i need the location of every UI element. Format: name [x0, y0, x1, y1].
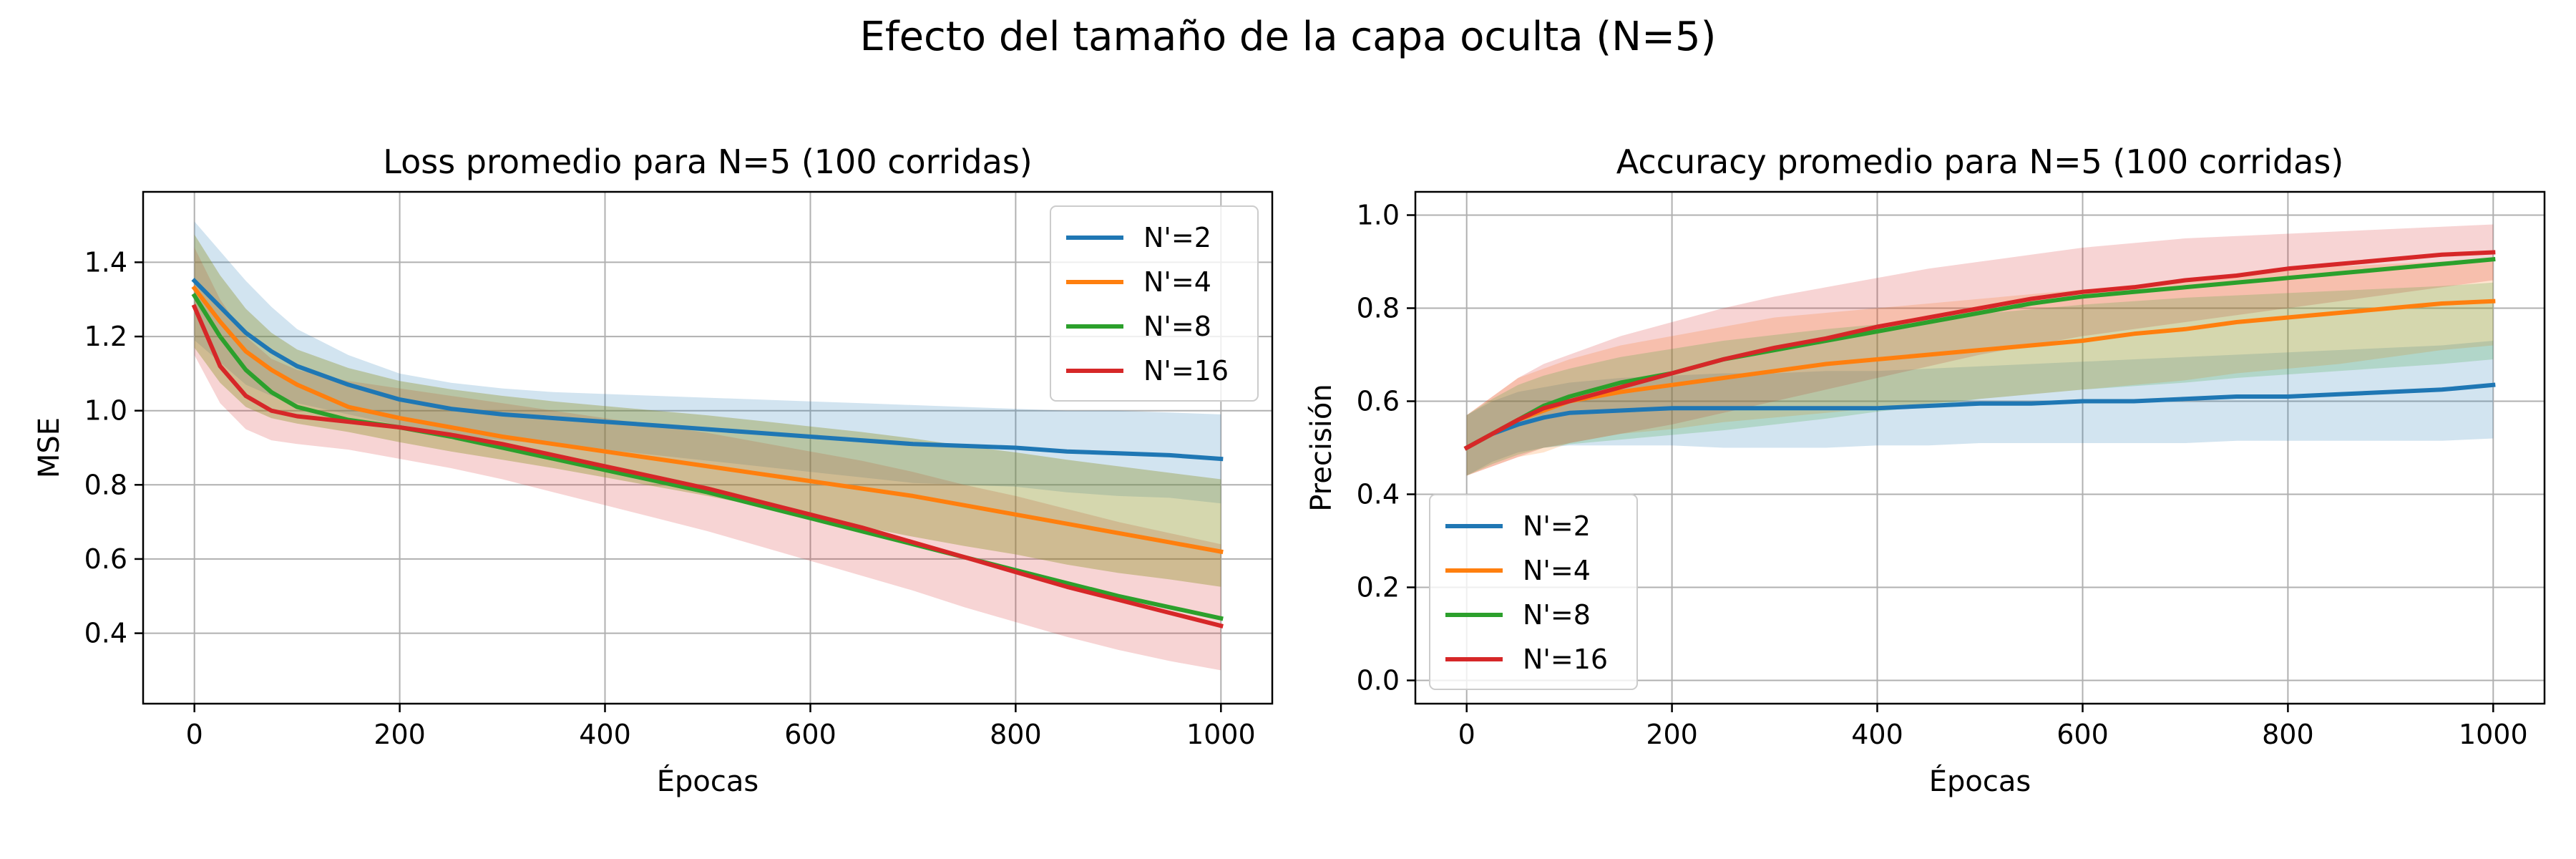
accuracy-chart-ylabel: Precisión — [1305, 384, 1338, 511]
accuracy-chart-band-n8 — [1466, 282, 2494, 476]
accuracy-chart-ytick-label: 0.6 — [1357, 386, 1400, 417]
accuracy-chart-line-n16 — [1463, 250, 2496, 451]
accuracy-chart-line-n2 — [1463, 382, 2496, 451]
accuracy-chart-ytick-label: 0.8 — [1357, 293, 1400, 324]
accuracy-chart-legend: N'=2 N'=4 N'=8 N'=16 — [1429, 494, 1638, 690]
loss-chart-band-n8 — [194, 234, 1221, 587]
loss-chart-xlabel: Épocas — [657, 764, 758, 798]
accuracy-chart-xtick-label: 800 — [2262, 719, 2314, 750]
accuracy-chart-ytick-label: 0.2 — [1357, 572, 1400, 603]
loss-chart-legend-label-n16: N'=16 — [1143, 355, 1229, 387]
loss-chart-ticks: 0 200 400 600 800 1000 0.4 0.6 0.8 1.0 1.2 1.4 — [84, 246, 1256, 750]
loss-chart-ytick-label: 0.8 — [84, 469, 127, 500]
accuracy-chart-legend-label-n8: N'=8 — [1523, 599, 1591, 631]
loss-chart-xtick-label: 600 — [784, 719, 836, 750]
loss-chart-band-n4 — [194, 234, 1221, 587]
accuracy-chart-legend-box — [1429, 494, 1638, 690]
accuracy-chart-title: Accuracy promedio para N=5 (100 corridas… — [1616, 142, 2344, 181]
loss-chart-xtick-label: 1000 — [1186, 719, 1256, 750]
accuracy-chart: Accuracy promedio para N=5 (100 corridas… — [1305, 142, 2546, 798]
loss-chart-ylabel: MSE — [33, 417, 66, 478]
accuracy-chart-ytick-label: 0.4 — [1357, 479, 1400, 510]
accuracy-chart-line-n8 — [1463, 257, 2496, 451]
accuracy-chart-legend-label-n4: N'=4 — [1523, 555, 1591, 586]
accuracy-chart-band-n4 — [1466, 259, 2494, 476]
accuracy-chart-xtick-label: 0 — [1458, 719, 1475, 750]
accuracy-chart-xtick-label: 1000 — [2459, 719, 2528, 750]
accuracy-chart-xlabel: Épocas — [1929, 764, 2031, 798]
accuracy-chart-xtick-label: 200 — [1646, 719, 1698, 750]
loss-chart-xtick-label: 400 — [579, 719, 631, 750]
accuracy-chart-xtick-label: 400 — [1851, 719, 1903, 750]
loss-chart-legend-label-n8: N'=8 — [1143, 311, 1211, 342]
figure-suptitle: Efecto del tamaño de la capa oculta (N=5… — [860, 14, 1717, 60]
loss-chart-title: Loss promedio para N=5 (100 corridas) — [383, 142, 1032, 181]
loss-chart-frame — [142, 190, 1274, 705]
loss-chart-ytick-label: 0.6 — [84, 543, 127, 575]
loss-chart-legend-label-n2: N'=2 — [1143, 222, 1211, 253]
loss-chart: Loss promedio para N=5 (100 corridas) Ép… — [33, 142, 1274, 798]
loss-chart-xtick-label: 0 — [186, 719, 203, 750]
accuracy-chart-plot-area — [1463, 224, 2496, 476]
accuracy-chart-frame — [1414, 190, 2546, 705]
loss-chart-plot-area — [191, 221, 1224, 671]
accuracy-chart-band-n2 — [1466, 341, 2494, 476]
loss-chart-line-n2 — [191, 278, 1224, 462]
loss-chart-legend-label-n4: N'=4 — [1143, 266, 1211, 298]
accuracy-chart-legend-label-n16: N'=16 — [1523, 644, 1608, 675]
accuracy-chart-legend-label-n2: N'=2 — [1523, 510, 1591, 542]
loss-chart-xtick-label: 800 — [990, 719, 1042, 750]
loss-chart-legend-box — [1050, 205, 1259, 402]
loss-chart-ytick-label: 1.0 — [84, 395, 127, 427]
accuracy-chart-ytick-label: 0.0 — [1357, 665, 1400, 697]
loss-chart-ytick-label: 1.2 — [84, 321, 127, 352]
accuracy-chart-xtick-label: 600 — [2057, 719, 2109, 750]
loss-chart-xtick-label: 200 — [374, 719, 426, 750]
loss-chart-line-n4 — [191, 285, 1224, 555]
accuracy-chart-ticks: 0 200 400 600 800 1000 0.0 0.2 0.4 0.6 0.8 1.0 — [1357, 200, 2528, 751]
loss-chart-band-n16 — [194, 247, 1221, 671]
loss-chart-line-n8 — [191, 292, 1224, 621]
loss-chart-line-n16 — [191, 304, 1224, 629]
loss-chart-legend: N'=2 N'=4 N'=8 N'=16 — [1050, 205, 1259, 402]
loss-chart-ytick-label: 0.4 — [84, 618, 127, 649]
accuracy-chart-ytick-label: 1.0 — [1357, 200, 1400, 231]
accuracy-chart-grid — [1415, 192, 2545, 704]
loss-chart-ytick-label: 1.4 — [84, 246, 127, 278]
